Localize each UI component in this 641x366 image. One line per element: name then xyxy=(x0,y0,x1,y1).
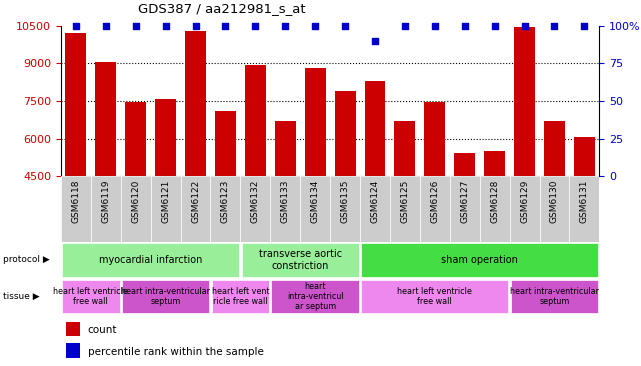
Text: GSM6129: GSM6129 xyxy=(520,180,529,223)
Bar xyxy=(151,176,181,242)
Text: GSM6127: GSM6127 xyxy=(460,180,469,223)
Bar xyxy=(181,176,210,242)
Point xyxy=(579,23,590,29)
Point xyxy=(71,23,81,29)
Bar xyxy=(511,280,598,313)
Point xyxy=(519,23,529,29)
Bar xyxy=(215,111,236,176)
Text: heart
intra-ventricul
ar septum: heart intra-ventricul ar septum xyxy=(287,281,344,311)
Text: GSM6135: GSM6135 xyxy=(340,180,349,223)
Bar xyxy=(240,176,271,242)
Bar xyxy=(300,176,330,242)
Bar xyxy=(479,176,510,242)
Text: protocol ▶: protocol ▶ xyxy=(3,255,50,264)
Text: percentile rank within the sample: percentile rank within the sample xyxy=(88,347,263,357)
Bar xyxy=(484,151,505,176)
Bar xyxy=(62,280,119,313)
Text: heart left ventricle
free wall: heart left ventricle free wall xyxy=(397,287,472,306)
Bar xyxy=(540,176,569,242)
Text: transverse aortic
constriction: transverse aortic constriction xyxy=(258,249,342,271)
Bar xyxy=(330,176,360,242)
Bar xyxy=(450,176,479,242)
Text: GSM6118: GSM6118 xyxy=(71,180,80,223)
Bar xyxy=(96,62,116,176)
Text: GSM6120: GSM6120 xyxy=(131,180,140,223)
Text: count: count xyxy=(88,325,117,335)
Bar xyxy=(514,27,535,176)
Point xyxy=(370,38,380,44)
Text: GSM6126: GSM6126 xyxy=(430,180,439,223)
Bar xyxy=(66,343,79,358)
Bar xyxy=(61,176,91,242)
Text: GSM6121: GSM6121 xyxy=(161,180,170,223)
Bar xyxy=(122,280,209,313)
Bar xyxy=(66,322,79,336)
Point xyxy=(280,23,290,29)
Bar xyxy=(212,280,269,313)
Bar xyxy=(272,280,359,313)
Bar xyxy=(271,176,300,242)
Bar xyxy=(360,176,390,242)
Text: GSM6128: GSM6128 xyxy=(490,180,499,223)
Point xyxy=(131,23,141,29)
Bar xyxy=(65,33,87,176)
Text: myocardial infarction: myocardial infarction xyxy=(99,255,203,265)
Bar xyxy=(275,121,296,176)
Bar xyxy=(304,68,326,176)
Text: GSM6124: GSM6124 xyxy=(370,180,379,223)
Point xyxy=(340,23,350,29)
Text: GSM6130: GSM6130 xyxy=(550,180,559,223)
Text: GSM6134: GSM6134 xyxy=(311,180,320,223)
Point xyxy=(190,23,201,29)
Text: GSM6131: GSM6131 xyxy=(580,180,589,223)
Point xyxy=(101,23,111,29)
Bar xyxy=(424,102,445,176)
Bar xyxy=(125,102,146,176)
Text: sham operation: sham operation xyxy=(441,255,518,265)
Text: GSM6132: GSM6132 xyxy=(251,180,260,223)
Bar xyxy=(510,176,540,242)
Bar xyxy=(394,121,415,176)
Text: heart intra-ventricular
septum: heart intra-ventricular septum xyxy=(510,287,599,306)
Text: heart left ventricle
free wall: heart left ventricle free wall xyxy=(53,287,128,306)
Text: GDS387 / aa212981_s_at: GDS387 / aa212981_s_at xyxy=(138,1,306,15)
Bar xyxy=(121,176,151,242)
Point xyxy=(429,23,440,29)
Bar xyxy=(62,243,239,277)
Point xyxy=(549,23,560,29)
Bar xyxy=(362,243,598,277)
Bar xyxy=(544,121,565,176)
Bar xyxy=(210,176,240,242)
Text: heart intra-ventricular
septum: heart intra-ventricular septum xyxy=(121,287,210,306)
Point xyxy=(221,23,231,29)
Text: GSM6133: GSM6133 xyxy=(281,180,290,223)
Text: tissue ▶: tissue ▶ xyxy=(3,292,40,301)
Bar xyxy=(245,64,266,176)
Bar xyxy=(574,138,595,176)
Bar xyxy=(362,280,508,313)
Bar xyxy=(390,176,420,242)
Bar xyxy=(185,31,206,176)
Bar xyxy=(454,153,475,176)
Point xyxy=(490,23,500,29)
Text: GSM6122: GSM6122 xyxy=(191,180,200,223)
Bar xyxy=(91,176,121,242)
Bar xyxy=(420,176,450,242)
Bar xyxy=(335,91,356,176)
Text: GSM6123: GSM6123 xyxy=(221,180,230,223)
Bar xyxy=(242,243,359,277)
Text: GSM6125: GSM6125 xyxy=(401,180,410,223)
Point xyxy=(160,23,171,29)
Bar xyxy=(365,81,385,176)
Point xyxy=(400,23,410,29)
Bar xyxy=(569,176,599,242)
Text: heart left vent
ricle free wall: heart left vent ricle free wall xyxy=(212,287,269,306)
Bar xyxy=(155,98,176,176)
Point xyxy=(250,23,260,29)
Point xyxy=(460,23,470,29)
Text: GSM6119: GSM6119 xyxy=(101,180,110,223)
Point xyxy=(310,23,320,29)
